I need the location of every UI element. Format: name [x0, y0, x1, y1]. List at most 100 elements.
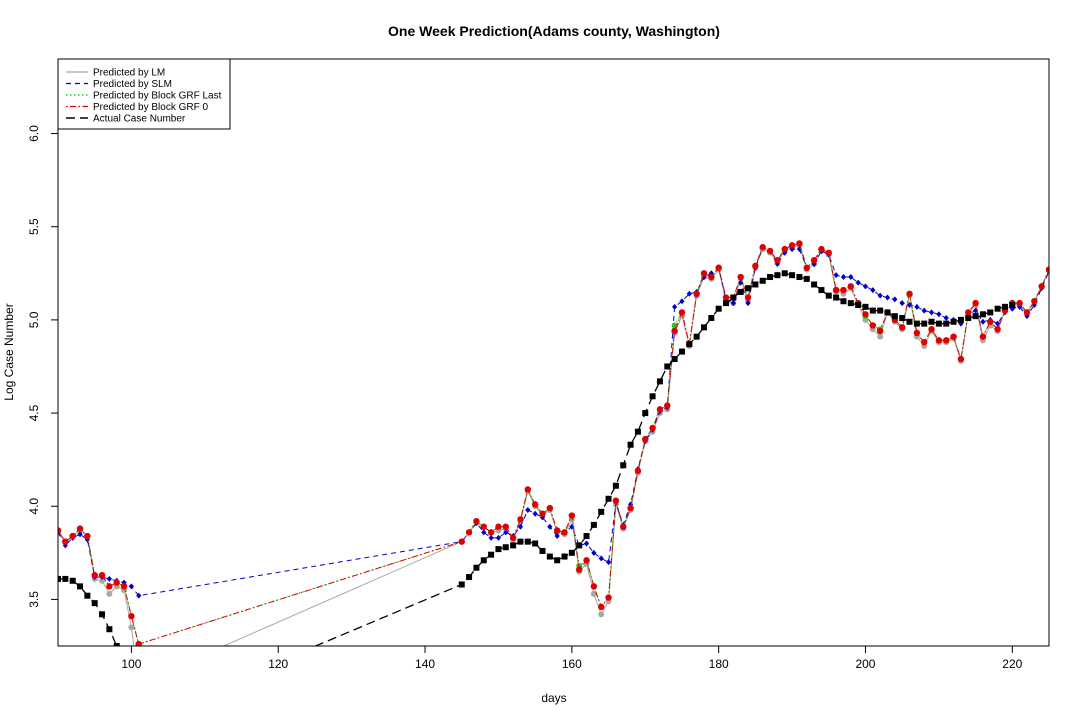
data-point: [568, 512, 576, 519]
data-point: [91, 600, 98, 607]
data-point: [62, 538, 69, 545]
data-point: [495, 546, 502, 553]
series-0: [58, 242, 1049, 646]
data-point: [987, 318, 994, 325]
data-point: [943, 315, 949, 322]
data-point: [612, 482, 619, 489]
data-point: [832, 286, 840, 294]
data-point: [58, 527, 62, 534]
data-point: [136, 592, 142, 599]
data-point: [99, 611, 106, 618]
data-point: [620, 462, 627, 469]
data-point: [833, 272, 839, 279]
data-point: [58, 575, 61, 582]
data-point: [759, 244, 766, 251]
data-point: [532, 510, 538, 517]
data-point: [488, 551, 495, 558]
data-point: [943, 337, 950, 344]
data-point: [620, 523, 627, 530]
data-point: [987, 309, 994, 316]
data-point: [789, 272, 796, 279]
data-point: [546, 553, 553, 560]
data-point: [862, 303, 869, 310]
data-point: [1023, 309, 1031, 316]
data-point: [531, 501, 539, 508]
data-point: [465, 529, 473, 536]
data-point: [737, 273, 744, 281]
data-point: [803, 264, 810, 271]
data-point: [525, 506, 531, 513]
x-tick-label: 120: [268, 657, 288, 671]
y-axis: 3.5 4.0 4.5 5.0 5.5 6.0: [27, 125, 58, 608]
data-point: [106, 590, 113, 597]
data-point: [590, 583, 598, 590]
data-point: [591, 549, 597, 556]
data-point: [994, 326, 1001, 333]
data-point: [774, 257, 781, 264]
data-point: [913, 320, 920, 327]
data-point: [921, 307, 927, 314]
data-point: [634, 467, 642, 475]
data-point: [1001, 303, 1008, 310]
data-point: [847, 283, 854, 290]
data-point: [833, 294, 840, 301]
data-point: [870, 287, 876, 294]
data-point: [69, 577, 76, 584]
data-point: [840, 286, 847, 294]
data-point: [995, 320, 1001, 327]
data-point: [708, 273, 715, 281]
data-point: [575, 566, 583, 573]
data-point: [128, 583, 135, 590]
data-point: [517, 538, 524, 545]
data-point: [722, 294, 730, 301]
x-tick-label: 180: [709, 657, 729, 671]
data-point: [627, 441, 634, 448]
data-point: [818, 245, 825, 253]
data-point: [928, 326, 935, 333]
data-point: [120, 583, 128, 590]
data-point: [928, 309, 935, 316]
data-point: [128, 612, 135, 620]
data-point: [803, 275, 810, 282]
data-point: [950, 333, 957, 340]
data-point: [898, 324, 906, 331]
y-tick-label: 6.0: [27, 125, 41, 142]
data-point: [656, 378, 663, 385]
y-tick-label: 3.5: [27, 591, 41, 608]
data-point: [892, 296, 898, 303]
data-point: [862, 283, 869, 290]
data-point: [554, 533, 560, 540]
data-point: [979, 333, 987, 340]
data-point: [1009, 301, 1016, 308]
data-point: [869, 307, 876, 314]
x-tick-label: 100: [121, 657, 141, 671]
data-point: [752, 281, 759, 288]
data-point: [796, 246, 803, 253]
data-point: [598, 508, 605, 515]
data-point: [781, 270, 788, 277]
data-point: [994, 305, 1001, 312]
data-point: [502, 544, 509, 551]
plot-series: [58, 240, 1049, 646]
data-point: [700, 324, 707, 331]
data-point: [598, 611, 605, 618]
data-point: [532, 540, 539, 547]
data-point: [818, 287, 825, 294]
data-point: [855, 279, 861, 286]
data-point: [605, 559, 612, 566]
data-point: [649, 393, 656, 400]
x-tick-label: 140: [415, 657, 435, 671]
data-point: [935, 337, 943, 344]
data-point: [914, 303, 920, 310]
data-point: [495, 534, 502, 541]
legend-label: Predicted by LM: [93, 68, 165, 79]
chart-title: One Week Prediction(Adams county, Washin…: [388, 23, 720, 39]
data-point: [891, 313, 898, 320]
data-point: [649, 424, 656, 432]
data-point: [715, 264, 722, 271]
data-point: [766, 247, 774, 255]
data-point: [877, 333, 884, 340]
data-point: [884, 294, 891, 301]
data-point: [840, 274, 847, 281]
y-tick-label: 5.0: [27, 311, 41, 328]
